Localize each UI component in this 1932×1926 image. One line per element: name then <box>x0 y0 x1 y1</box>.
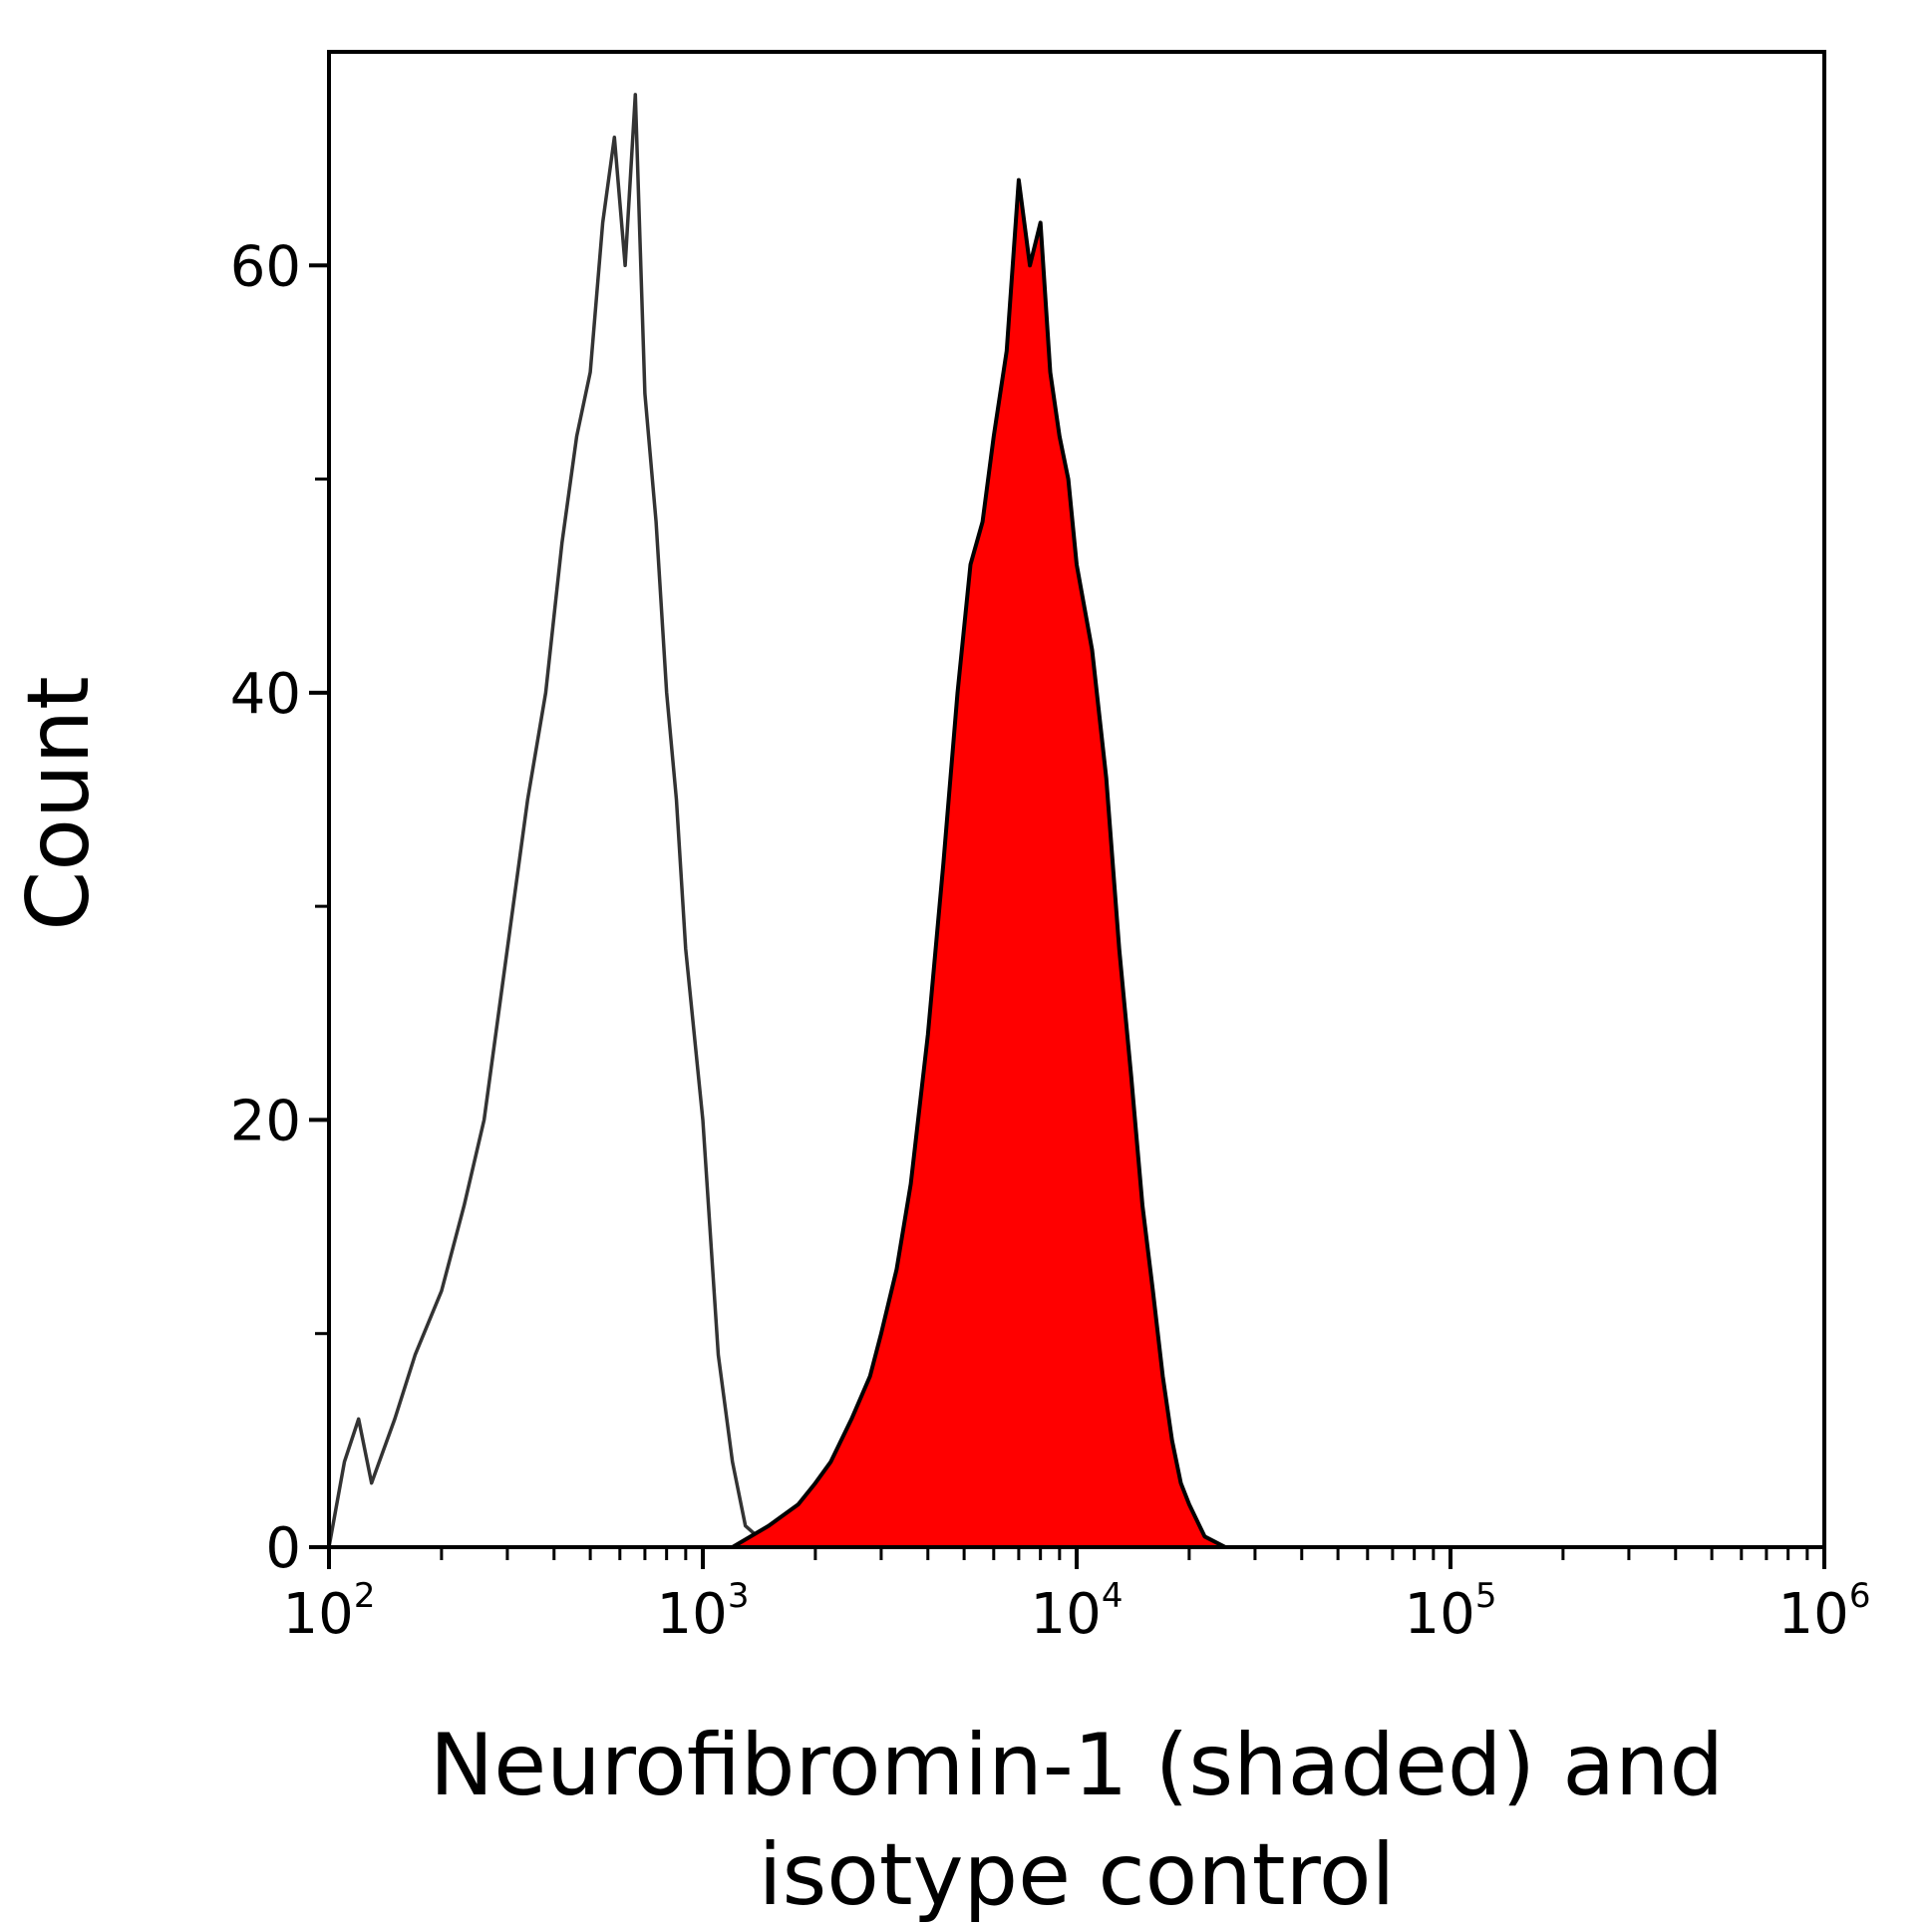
x-axis-title-line-1: Neurofibromin-1 (shaded) and <box>430 1716 1724 1815</box>
x-tick-label: 102 <box>283 1576 376 1647</box>
x-tick-label: 106 <box>1778 1576 1871 1647</box>
x-tick-exponent: 6 <box>1849 1576 1871 1616</box>
x-tick-exponent: 2 <box>354 1576 376 1616</box>
x-tick-exponent: 3 <box>728 1576 750 1616</box>
y-tick-label: 20 <box>230 1089 301 1153</box>
x-tick-label: 103 <box>657 1576 750 1647</box>
y-tick-label: 40 <box>230 662 301 727</box>
x-axis-title-line-2: isotype control <box>759 1825 1396 1925</box>
y-tick-label: 0 <box>265 1516 301 1581</box>
y-tick-label: 60 <box>230 234 301 299</box>
x-tick-label: 104 <box>1031 1576 1124 1647</box>
series-0-outline-histogram <box>327 93 781 1549</box>
y-axis-title: Count <box>9 676 109 930</box>
x-tick-exponent: 4 <box>1102 1576 1124 1616</box>
series-1-filled-histogram <box>730 177 1228 1549</box>
x-tick-label: 105 <box>1405 1576 1497 1647</box>
x-tick-exponent: 5 <box>1475 1576 1497 1616</box>
series-layer <box>327 93 1228 1549</box>
